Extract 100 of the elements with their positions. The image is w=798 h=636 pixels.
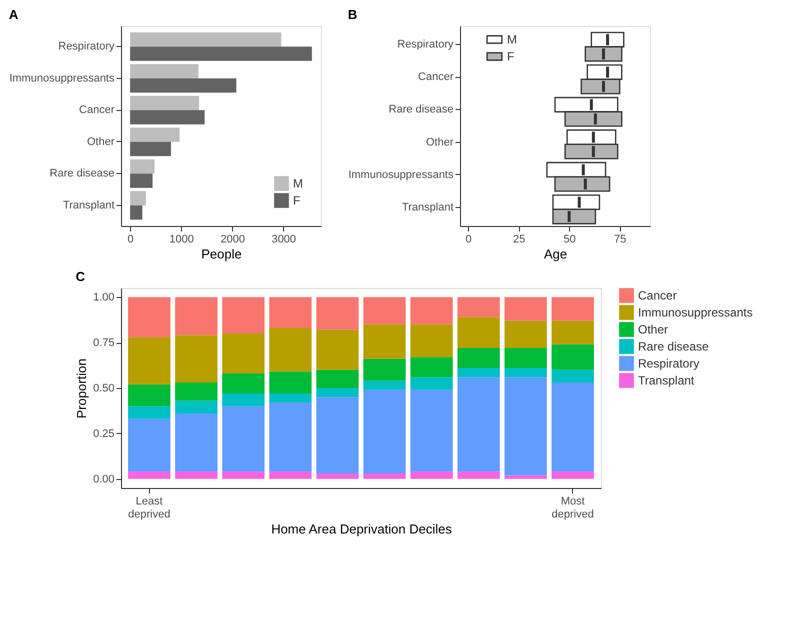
legend-label: M bbox=[293, 176, 303, 190]
bar bbox=[504, 377, 547, 476]
bar bbox=[222, 297, 265, 334]
bar bbox=[363, 324, 406, 359]
bar bbox=[130, 78, 236, 93]
bar bbox=[552, 472, 594, 479]
bar bbox=[128, 297, 170, 338]
bar bbox=[316, 388, 359, 398]
x-tick-label: 2000 bbox=[220, 234, 245, 246]
bar bbox=[130, 174, 153, 188]
x-tick-label: 3000 bbox=[272, 234, 296, 246]
y-tick-label: 0.75 bbox=[93, 337, 114, 350]
bar bbox=[222, 333, 265, 374]
bar bbox=[363, 390, 406, 474]
y-tick-label: 0.25 bbox=[93, 428, 114, 440]
bar bbox=[130, 159, 155, 174]
bar bbox=[130, 205, 142, 220]
bar bbox=[552, 297, 594, 321]
bar bbox=[410, 324, 453, 358]
x-tick-label: 50 bbox=[564, 234, 576, 246]
bar bbox=[130, 32, 282, 47]
bar bbox=[128, 337, 170, 384]
legend-label: Respiratory bbox=[638, 356, 700, 370]
bar bbox=[175, 400, 218, 414]
legend-label: Other bbox=[638, 322, 668, 336]
x-axis-title: People bbox=[201, 246, 242, 262]
bar bbox=[175, 297, 218, 336]
bar bbox=[552, 344, 594, 370]
y-tick-label: Transplant bbox=[402, 201, 454, 214]
bar bbox=[457, 472, 500, 479]
x-tick-label: 1000 bbox=[169, 234, 194, 246]
bar bbox=[363, 473, 406, 479]
bar bbox=[128, 418, 170, 472]
y-tick-label: 0.50 bbox=[93, 382, 114, 394]
bar bbox=[316, 297, 359, 330]
bar bbox=[130, 142, 171, 156]
x-tick-label: 75 bbox=[614, 234, 626, 246]
y-tick-label: Transplant bbox=[62, 199, 114, 212]
x-tick-label: Most deprived bbox=[552, 496, 594, 520]
bar bbox=[410, 390, 453, 472]
legend-label: Rare disease bbox=[638, 340, 710, 354]
bar bbox=[269, 372, 312, 394]
x-tick-label: 25 bbox=[512, 234, 526, 246]
bar bbox=[130, 46, 312, 61]
bar bbox=[269, 297, 312, 328]
bar bbox=[175, 472, 218, 479]
bar bbox=[269, 393, 312, 403]
legend-label: F bbox=[507, 50, 514, 64]
legend-label: M bbox=[507, 32, 517, 46]
bar bbox=[269, 472, 312, 479]
legend-label: Cancer bbox=[638, 288, 677, 302]
legend-label: F bbox=[293, 194, 300, 208]
bar bbox=[316, 330, 359, 370]
bar bbox=[222, 393, 265, 406]
bar bbox=[130, 110, 205, 124]
bar bbox=[175, 413, 218, 472]
x-tick-label: Least deprived bbox=[128, 496, 170, 520]
bar bbox=[222, 472, 265, 479]
bar bbox=[504, 320, 547, 348]
bar bbox=[128, 384, 170, 406]
bar bbox=[410, 472, 453, 479]
bar bbox=[504, 368, 547, 378]
bar bbox=[316, 473, 359, 479]
legend-label: Immunosuppressants bbox=[638, 306, 753, 320]
bar bbox=[222, 373, 265, 394]
bar bbox=[410, 377, 453, 390]
bar bbox=[130, 64, 199, 78]
y-axis-title: Proportion bbox=[74, 358, 90, 418]
bar bbox=[128, 472, 170, 479]
bar bbox=[130, 96, 200, 110]
y-tick-label: Immunosuppressants bbox=[9, 72, 115, 84]
bar bbox=[552, 320, 594, 344]
bar bbox=[504, 297, 547, 321]
text: B bbox=[348, 7, 358, 22]
y-tick-label: Cancer bbox=[79, 104, 115, 116]
bar bbox=[175, 382, 218, 401]
bar bbox=[316, 370, 359, 388]
bar bbox=[269, 328, 312, 372]
bar bbox=[552, 370, 594, 383]
text: A bbox=[8, 7, 19, 22]
y-tick-label: 0.00 bbox=[93, 473, 114, 486]
bar bbox=[410, 357, 453, 378]
bar bbox=[269, 402, 312, 472]
bar bbox=[363, 297, 406, 324]
bar bbox=[457, 368, 500, 378]
bar bbox=[363, 380, 406, 390]
bar bbox=[457, 348, 500, 368]
x-tick-label: 0 bbox=[128, 234, 134, 246]
bar bbox=[457, 317, 500, 348]
bar bbox=[552, 382, 594, 472]
x-tick-label: 0 bbox=[466, 234, 472, 246]
bar bbox=[504, 348, 547, 368]
y-tick-label: Respiratory bbox=[58, 40, 115, 53]
y-tick-label: Rare disease bbox=[388, 104, 454, 116]
bar bbox=[457, 377, 500, 472]
legend-label: Transplant bbox=[638, 374, 695, 388]
bar bbox=[175, 335, 218, 383]
bar bbox=[410, 297, 453, 324]
y-tick-label: Other bbox=[426, 136, 454, 148]
x-axis-title: Age bbox=[544, 246, 568, 262]
